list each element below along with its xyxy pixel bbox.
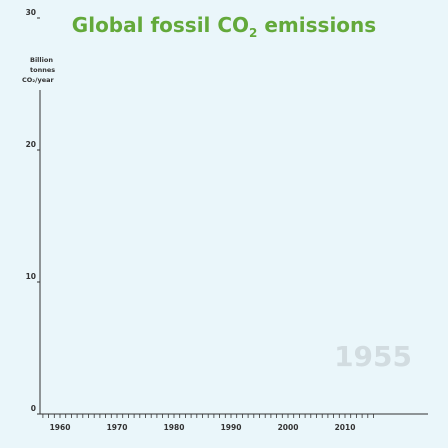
y-tick-label-30: 30 (26, 8, 36, 17)
chart-title-subscript: 2 (249, 26, 257, 40)
chart-title-main: Global fossil CO (72, 13, 249, 37)
y-axis-label: Billion tonnes CO₂/year (22, 56, 55, 84)
x-tick-label-1980: 1980 (164, 423, 185, 432)
x-tick-label-2010: 2010 (335, 423, 356, 432)
current-year-watermark: 1955 (334, 340, 412, 373)
x-tick-label-1990: 1990 (221, 423, 242, 432)
y-tick-label-10: 10 (26, 272, 36, 281)
y-tick-label-20: 20 (26, 140, 36, 149)
x-tick-label-2000: 2000 (278, 423, 299, 432)
y-tick-label-0: 0 (31, 404, 36, 413)
y-axis-label-line-2: tonnes (30, 66, 55, 74)
x-tick-label-1960: 1960 (50, 423, 71, 432)
y-axis-label-line-3: CO₂/year (22, 76, 55, 84)
y-axis-label-line-1: Billion (30, 56, 53, 64)
chart-title-tail: emissions (257, 13, 376, 37)
x-tick-label-1970: 1970 (107, 423, 128, 432)
axes: 0 10 20 30 1960 1970 1980 1990 2000 2010 (26, 8, 428, 432)
chart-title: Global fossil CO2 emissions (72, 13, 376, 40)
